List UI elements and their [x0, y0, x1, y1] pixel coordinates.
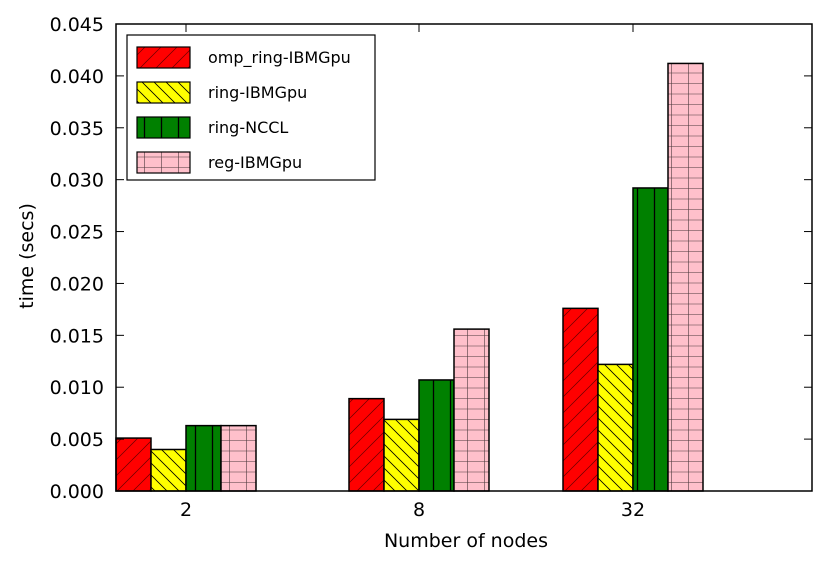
legend-label: ring-NCCL: [208, 118, 288, 137]
y-axis-label: time (secs): [16, 203, 38, 309]
bar: [150, 448, 187, 492]
x-tick-label: 8: [413, 499, 425, 521]
y-tick-label: 0.015: [50, 325, 104, 347]
legend-item: ring-IBMGpu: [136, 81, 307, 104]
bar: [562, 307, 599, 492]
legend: omp_ring-IBMGpu ring-IBMGpu ring-NCCL reg-I…: [126, 34, 376, 181]
y-tick-label: 0.010: [50, 377, 104, 399]
bar-hatch: [453, 328, 490, 492]
bar: [220, 424, 257, 492]
bar-hatch: [597, 363, 634, 492]
y-tick-label: 0.000: [50, 481, 104, 503]
y-tick-label: 0.035: [50, 118, 104, 140]
bar: [348, 397, 385, 492]
bar-hatch: [220, 424, 257, 492]
y-tick-label: 0.025: [50, 222, 104, 244]
y-tick-label: 0.005: [50, 429, 104, 451]
bar-hatch: [150, 448, 187, 492]
x-tick-label: 2: [180, 499, 192, 521]
legend-swatch-hatch: [136, 116, 191, 139]
legend-item: ring-NCCL: [136, 116, 288, 139]
legend-label: reg-IBMGpu: [208, 153, 302, 172]
bar: [383, 418, 420, 492]
bars-group: [115, 62, 704, 492]
x-axis-label: Number of nodes: [384, 530, 548, 552]
legend-label: omp_ring-IBMGpu: [208, 48, 351, 68]
axes-group: 0.000 0.005 0.010 0.015 0.020 0.025 0.030 0.035…: [50, 14, 813, 521]
x-tick-label: 32: [621, 499, 645, 521]
bar: [185, 424, 222, 492]
bar-hatch: [383, 418, 420, 492]
bar: [418, 379, 455, 492]
legend-swatch-hatch: [136, 151, 191, 174]
bar: [453, 328, 490, 492]
y-tick-label: 0.020: [50, 273, 104, 295]
bar-hatch: [562, 307, 599, 492]
y-tick-label: 0.045: [50, 14, 104, 36]
legend-item: omp_ring-IBMGpu: [136, 46, 351, 69]
legend-item: reg-IBMGpu: [136, 151, 302, 174]
y-tick-label: 0.030: [50, 170, 104, 192]
bar-hatch: [115, 437, 152, 492]
bar: [115, 437, 152, 492]
bar: [632, 187, 669, 492]
legend-swatch-hatch: [136, 81, 191, 104]
bar-hatch: [418, 379, 455, 492]
legend-swatch-hatch: [136, 46, 191, 69]
legend-label: ring-IBMGpu: [208, 83, 307, 102]
bar-hatch: [667, 62, 704, 492]
bar-hatch: [632, 187, 669, 492]
bar: [597, 363, 634, 492]
bar: [667, 62, 704, 492]
bar-hatch: [348, 397, 385, 492]
plot-frame: [115, 23, 813, 492]
bar-hatch: [185, 424, 222, 492]
y-tick-label: 0.040: [50, 66, 104, 88]
